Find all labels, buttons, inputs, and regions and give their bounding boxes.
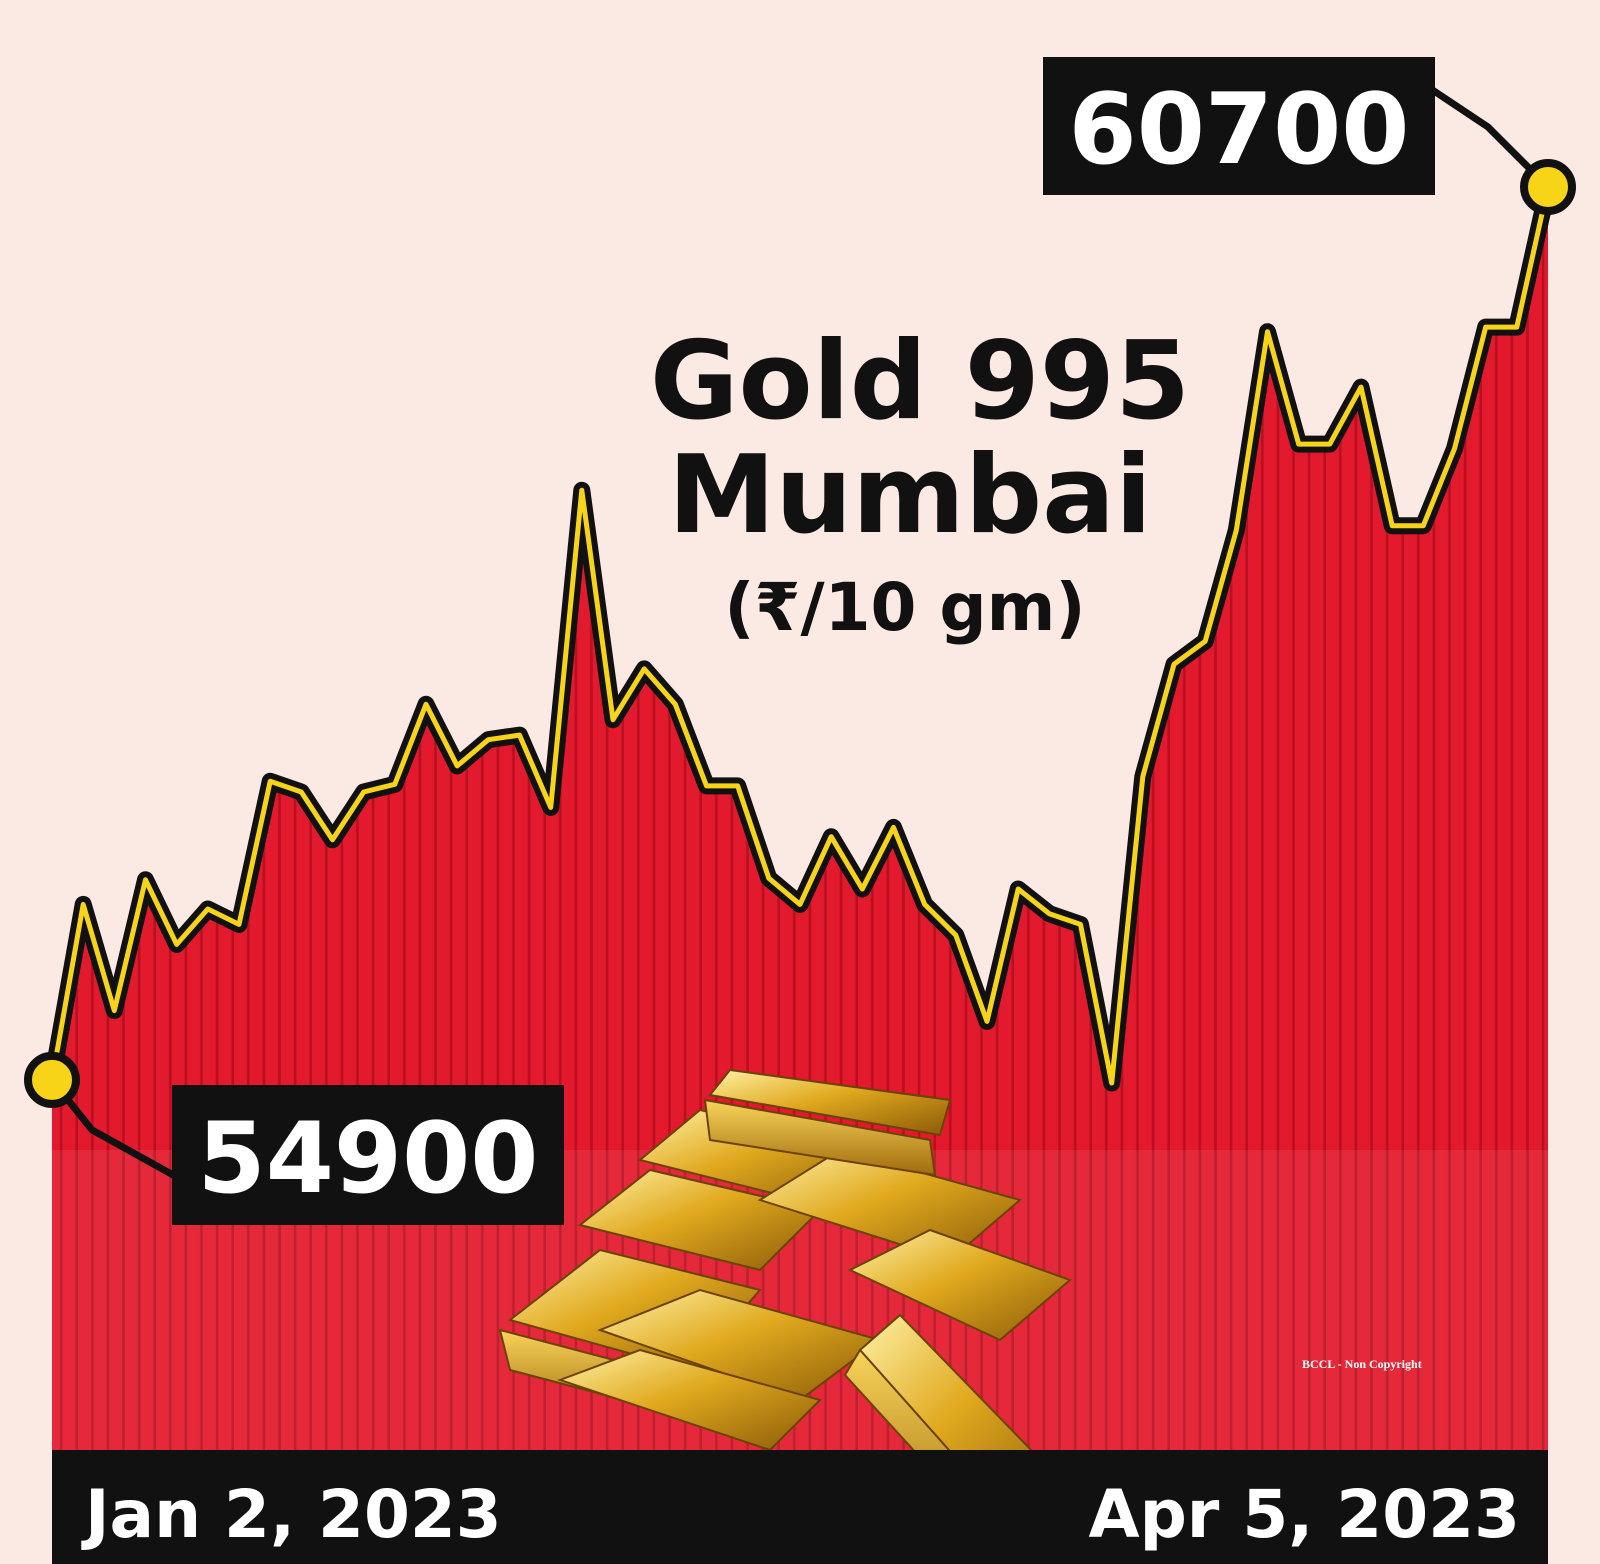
end-point	[24, 1051, 80, 1108]
value-label: 60700	[1069, 73, 1410, 187]
chart-title: Mumbai	[668, 433, 1152, 558]
x-tick-label: Apr 5, 2023	[1088, 1476, 1520, 1553]
chart-title: Gold 995	[650, 319, 1190, 444]
source-note: BCCL - Non Copyright	[1302, 1357, 1422, 1371]
x-axis: Jan 2, 2023 Apr 5, 2023	[81, 1476, 1520, 1553]
value-label: 54900	[198, 1102, 539, 1216]
label-box	[172, 1085, 564, 1225]
gold-bars-illustration	[498, 1068, 1072, 1547]
date-band	[52, 1450, 1548, 1564]
line	[49, 186, 1551, 1086]
label-box	[1043, 57, 1435, 195]
end-point	[1520, 159, 1576, 215]
x-tick-label: Jan 2, 2023	[81, 1476, 502, 1553]
connector	[1426, 84, 1551, 190]
chart-subtitle: (₹/10 gm)	[724, 569, 1085, 646]
